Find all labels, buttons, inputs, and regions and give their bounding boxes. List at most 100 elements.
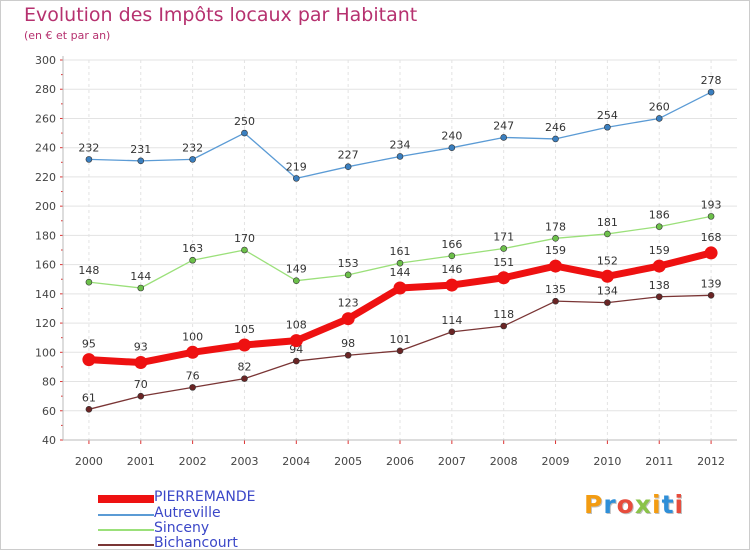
data-label-bichancourt: 82 [237, 361, 251, 374]
legend-swatch [98, 544, 154, 546]
y-tick-label: 220 [35, 171, 56, 184]
data-label-sinceny: 153 [338, 257, 359, 270]
data-point-autreville [137, 157, 145, 165]
y-tick-label: 200 [35, 200, 56, 213]
data-point-sinceny [344, 271, 352, 279]
proxiti-logo: Proxiti [584, 490, 684, 519]
data-point-bichancourt [293, 357, 300, 365]
y-tick-label: 160 [35, 259, 56, 272]
data-label-pierremande: 95 [82, 338, 96, 351]
data-point-pierremande [393, 281, 407, 295]
data-point-pierremande [497, 271, 511, 285]
data-point-sinceny [189, 256, 196, 264]
data-label-pierremande: 108 [286, 319, 307, 332]
data-point-bichancourt [500, 322, 507, 330]
data-label-autreville: 231 [130, 143, 151, 156]
data-label-autreville: 240 [441, 130, 462, 143]
data-label-autreville: 250 [234, 115, 255, 128]
data-label-sinceny: 144 [130, 270, 151, 283]
data-point-bichancourt [189, 384, 196, 391]
data-point-bichancourt [707, 292, 715, 299]
data-point-autreville [500, 134, 507, 141]
data-label-sinceny: 178 [545, 220, 566, 233]
data-point-autreville [552, 135, 559, 143]
data-label-bichancourt: 118 [493, 308, 514, 321]
data-point-pierremande [341, 312, 355, 326]
data-label-sinceny: 171 [493, 231, 514, 244]
plot-area [63, 60, 737, 440]
data-point-sinceny [448, 252, 456, 260]
chart-subtitle: (en € et par an) [24, 29, 111, 42]
legend-label: PIERREMANDE [154, 489, 256, 505]
y-tick-label: 100 [35, 346, 56, 359]
y-tick-label: 140 [35, 288, 56, 301]
data-label-sinceny: 149 [286, 263, 307, 276]
y-tick-label: 60 [42, 405, 56, 418]
data-label-sinceny: 170 [234, 232, 255, 245]
data-point-pierremande [445, 278, 459, 292]
data-label-autreville: 278 [701, 74, 722, 87]
data-label-autreville: 247 [493, 119, 514, 132]
data-label-bichancourt: 114 [441, 314, 462, 327]
data-label-bichancourt: 138 [649, 279, 670, 292]
y-tick-label: 180 [35, 229, 56, 242]
data-label-sinceny: 166 [441, 238, 462, 251]
data-label-bichancourt: 101 [390, 333, 411, 346]
x-tick-label: 2012 [697, 455, 725, 468]
data-point-sinceny [241, 246, 248, 254]
data-label-autreville: 232 [182, 141, 203, 154]
data-point-pierremande [600, 269, 614, 283]
data-point-bichancourt [604, 299, 611, 306]
data-point-pierremande [186, 345, 200, 359]
legend-label: Autreville [154, 505, 221, 521]
data-point-autreville [344, 163, 352, 170]
legend-swatch [98, 529, 154, 531]
data-label-bichancourt: 135 [545, 283, 566, 296]
data-point-pierremande [704, 246, 718, 260]
data-label-autreville: 227 [338, 149, 359, 162]
data-label-autreville: 254 [597, 109, 618, 122]
data-point-sinceny [137, 284, 145, 292]
data-label-pierremande: 93 [134, 341, 148, 354]
data-point-pierremande [289, 334, 303, 348]
data-point-autreville [448, 144, 456, 151]
chart-title: Evolution des Impôts locaux par Habitant [24, 4, 418, 26]
data-point-pierremande [82, 353, 96, 367]
data-point-bichancourt [241, 375, 248, 382]
data-point-autreville [396, 153, 404, 160]
logo-letter: r [603, 490, 617, 519]
logo-letter: i [652, 490, 662, 519]
data-point-bichancourt [344, 351, 352, 359]
data-point-sinceny [552, 235, 559, 242]
x-tick-label: 2006 [386, 455, 414, 468]
data-label-pierremande: 123 [338, 297, 359, 310]
x-tick-label: 2010 [593, 455, 621, 468]
x-tick-label: 2004 [282, 455, 310, 468]
data-label-sinceny: 193 [701, 198, 722, 211]
data-label-sinceny: 148 [78, 264, 99, 277]
data-label-pierremande: 100 [182, 330, 203, 343]
data-label-pierremande: 152 [597, 254, 618, 267]
data-point-sinceny [655, 223, 663, 230]
data-point-autreville [189, 156, 196, 163]
x-tick-label: 2009 [542, 455, 570, 468]
data-point-autreville [293, 175, 300, 182]
x-tick-label: 2008 [490, 455, 518, 468]
x-tick-label: 2000 [75, 455, 103, 468]
legend-swatch [98, 514, 154, 516]
logo-letter: P [584, 490, 604, 519]
data-label-bichancourt: 94 [289, 343, 303, 356]
data-label-pierremande: 168 [701, 231, 722, 244]
data-point-sinceny [604, 230, 611, 238]
legend-swatch [98, 495, 154, 503]
data-point-bichancourt [655, 293, 663, 301]
data-point-autreville [707, 88, 715, 96]
data-point-pierremande [652, 259, 666, 273]
data-label-autreville: 234 [390, 138, 411, 151]
y-tick-label: 260 [35, 112, 56, 125]
data-label-bichancourt: 70 [134, 378, 148, 391]
data-point-bichancourt [448, 328, 456, 336]
data-point-pierremande [134, 356, 148, 370]
data-point-pierremande [237, 338, 251, 352]
data-point-bichancourt [85, 406, 93, 413]
